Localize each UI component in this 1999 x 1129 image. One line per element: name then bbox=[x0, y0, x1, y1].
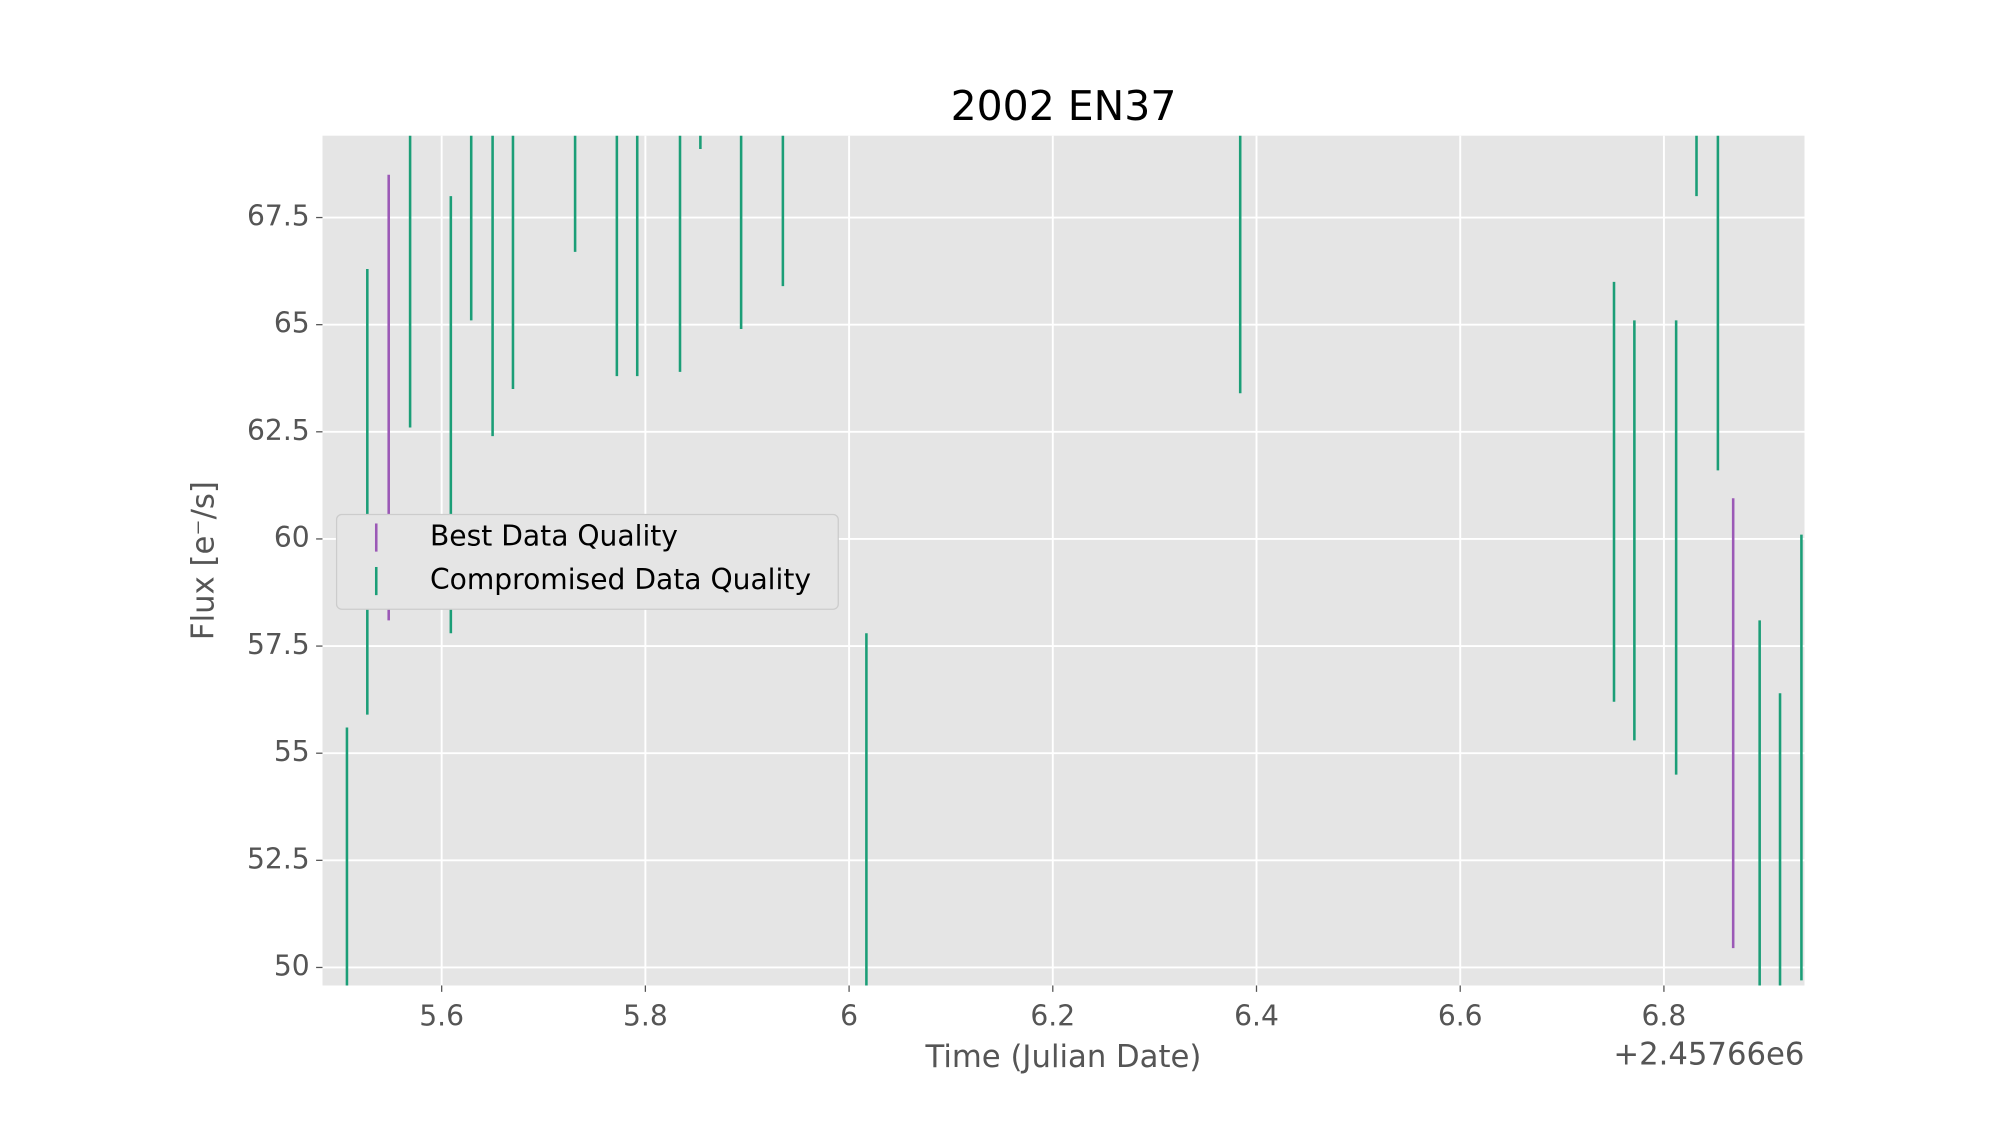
x-tick-label: 6.6 bbox=[1438, 999, 1483, 1032]
x-tick-label: 6.4 bbox=[1234, 999, 1279, 1032]
y-tick-label: 55 bbox=[274, 735, 310, 768]
y-tick-label: 50 bbox=[274, 949, 310, 982]
y-tick-label: 52.5 bbox=[247, 842, 310, 875]
x-axis-label: Time (Julian Date) bbox=[925, 1039, 1202, 1075]
x-offset-label: +2.45766e6 bbox=[1613, 1036, 1804, 1072]
y-tick-label: 65 bbox=[274, 307, 310, 340]
y-tick-label: 67.5 bbox=[247, 200, 310, 233]
chart-title: 2002 EN37 bbox=[951, 82, 1177, 130]
legend-box bbox=[335, 513, 839, 610]
y-axis-label: Flux [e⁻/s] bbox=[185, 481, 221, 640]
legend-label: Best Data Quality bbox=[430, 520, 678, 553]
x-tick-label: 6.8 bbox=[1642, 999, 1687, 1032]
y-tick-label: 60 bbox=[274, 521, 310, 554]
x-tick-label: 5.8 bbox=[623, 999, 668, 1032]
y-tick-label: 57.5 bbox=[247, 628, 310, 661]
x-tick-label: 6.2 bbox=[1030, 999, 1075, 1032]
x-tick-label: 6 bbox=[840, 999, 858, 1032]
x-tick-label: 5.6 bbox=[419, 999, 464, 1032]
y-tick-label: 62.5 bbox=[247, 414, 310, 447]
legend-label: Compromised Data Quality bbox=[430, 563, 811, 596]
